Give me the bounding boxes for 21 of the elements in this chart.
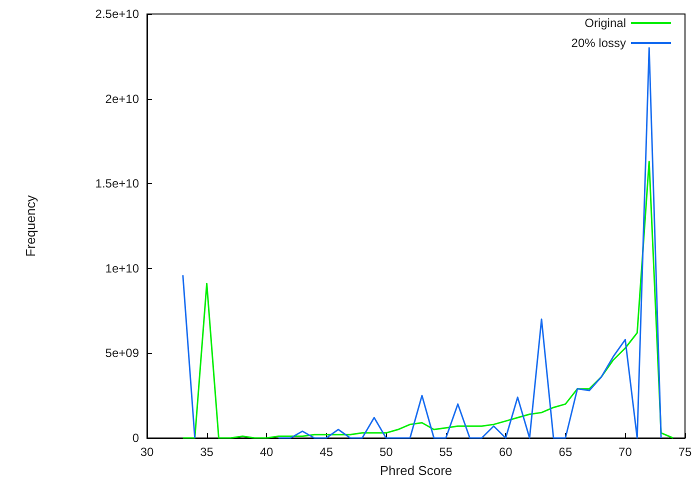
x-tick-label: 65 <box>558 445 572 459</box>
x-tick-label: 40 <box>260 445 274 459</box>
x-tick-label: 75 <box>678 445 692 459</box>
y-tick-label: 2.5e+10 <box>95 7 140 21</box>
x-tick-label: 55 <box>439 445 453 459</box>
x-tick-label: 70 <box>618 445 632 459</box>
y-tick-label: 1.5e+10 <box>95 176 140 191</box>
x-tick-label: 50 <box>379 445 394 459</box>
y-axis-title: Frequency <box>23 194 38 257</box>
x-tick-label: 35 <box>200 445 214 459</box>
legend-label: 20% lossy <box>571 36 626 50</box>
x-tick-label: 45 <box>320 445 334 459</box>
y-tick-label: 0 <box>132 431 140 445</box>
line-series <box>182 160 674 439</box>
x-tick-label: 60 <box>498 445 513 459</box>
y-tick-label: 2e+10 <box>105 92 140 106</box>
x-axis-title: Phred Score <box>380 463 452 478</box>
y-tick-label: 5e+09 <box>105 346 140 360</box>
legend-label: Original <box>584 16 626 30</box>
x-tick-label: 30 <box>140 445 154 459</box>
y-tick-label: 1e+10 <box>105 261 140 276</box>
